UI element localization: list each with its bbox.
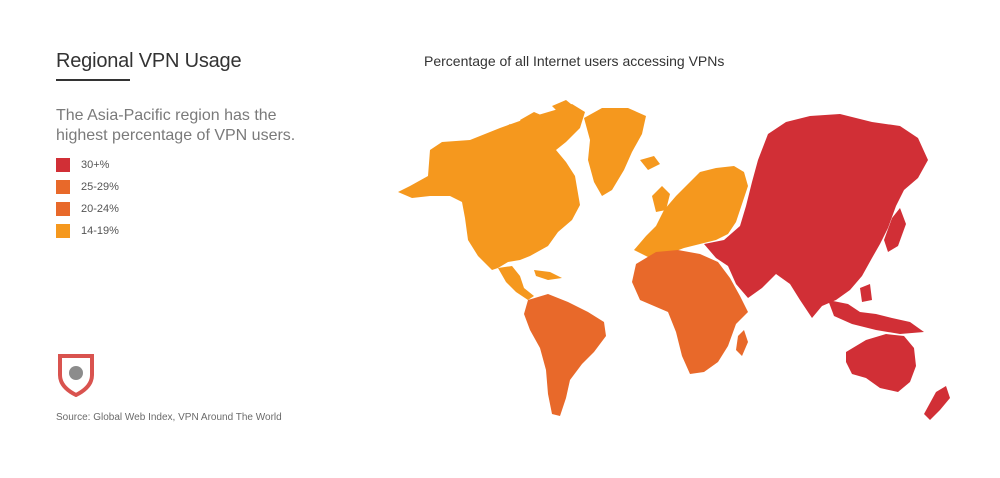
region-europe [634,166,748,258]
legend-item-14-19: 14-19% [56,220,119,242]
region-southeast-asia [828,284,924,334]
region-australia [846,334,916,392]
map-title: Percentage of all Internet users accessi… [424,53,725,69]
legend-label: 20-24% [81,203,119,215]
legend-item-20-24: 20-24% [56,198,119,220]
region-south-america [524,294,606,416]
region-greenland [584,108,646,196]
description: The Asia-Pacific region has the highest … [56,107,296,144]
region-caribbean [534,270,562,280]
legend-swatch [56,158,70,172]
region-british-isles [652,186,670,212]
region-new-zealand [924,386,950,420]
legend: 30+% 25-29% 20-24% 14-19% [56,154,119,242]
legend-label: 25-29% [81,181,119,193]
legend-swatch [56,180,70,194]
world-map [398,100,950,420]
region-asia [704,114,928,318]
legend-item-25-29: 25-29% [56,176,119,198]
region-north-america [398,104,585,270]
legend-swatch [56,202,70,216]
region-iceland [640,156,660,170]
source-note: Source: Global Web Index, VPN Around The… [56,412,282,423]
legend-item-30-plus: 30+% [56,154,119,176]
region-africa [632,250,748,374]
region-madagascar [736,330,748,356]
page-title: Regional VPN Usage [56,50,242,72]
title-underline [56,79,130,81]
region-japan [884,208,906,252]
legend-label: 30+% [81,159,110,171]
legend-swatch [56,224,70,238]
legend-label: 14-19% [81,225,119,237]
shield-icon [58,354,94,397]
region-central-america [498,266,534,300]
region-arctic-islands [500,100,576,138]
